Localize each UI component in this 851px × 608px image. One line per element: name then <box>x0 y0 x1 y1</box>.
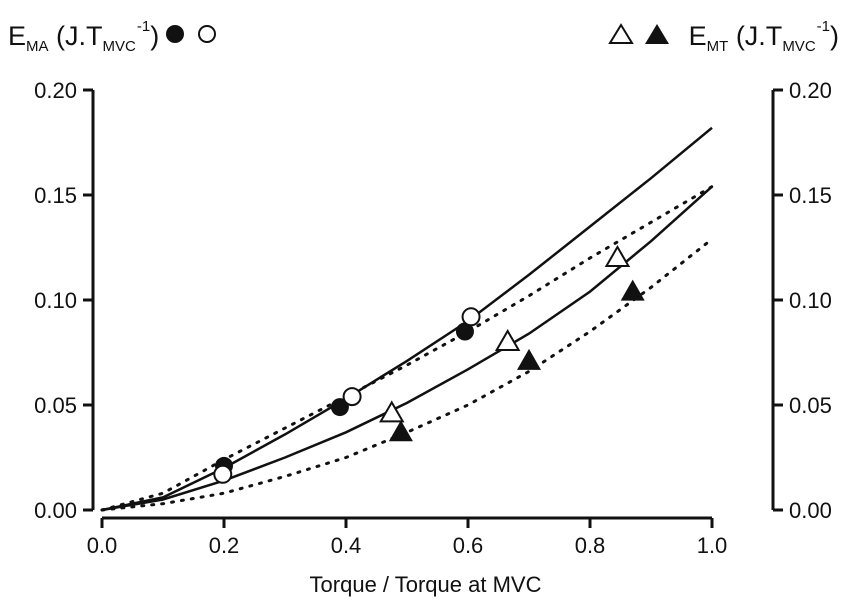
legend-open-triangle-icon <box>607 23 634 44</box>
legend-right-label: EMT (J.TMVC-1) <box>689 18 839 55</box>
fit-curve-dotted <box>100 237 714 512</box>
legend-open-circle-icon <box>198 25 217 43</box>
x-tick-label: 0.2 <box>209 533 240 558</box>
fit-curve-dotted <box>100 185 714 512</box>
y-tick-label-left: 0.00 <box>34 498 77 523</box>
x-axis-title: Torque / Torque at MVC <box>309 572 542 597</box>
legend-left-unit-close: ) <box>150 21 160 51</box>
legend-right-sub: MT <box>706 38 729 55</box>
point-open-triangle <box>604 245 631 267</box>
point-open-triangle <box>379 400 405 423</box>
point-open-circle <box>342 387 362 407</box>
point-open-circle <box>213 464 233 484</box>
x-tick-label: 0.6 <box>453 533 484 558</box>
legend-right-unit-sup: -1 <box>816 18 830 35</box>
legend-right-unit-close: ) <box>830 21 839 51</box>
point-open-circle <box>461 307 481 327</box>
y-tick-label-left: 0.05 <box>34 393 77 418</box>
y-tick-label-right: 0.00 <box>789 498 832 523</box>
point-filled-triangle <box>388 420 413 442</box>
x-tick-label: 0.8 <box>575 533 606 558</box>
y-tick-label-right: 0.05 <box>789 393 832 418</box>
y-tick-label-left: 0.10 <box>34 288 77 313</box>
y-tick-label-left: 0.20 <box>34 78 77 103</box>
y-tick-label-left: 0.15 <box>34 183 77 208</box>
legend-right-unit-sub: MVC <box>782 38 816 55</box>
y-tick-label-right: 0.15 <box>789 183 832 208</box>
point-filled-circle <box>330 398 349 417</box>
point-open-triangle <box>494 329 521 351</box>
legend-filled-circle-icon <box>166 25 185 43</box>
x-tick-label: 0.0 <box>87 533 118 558</box>
x-tick-label: 0.4 <box>331 533 362 558</box>
legend-right-base: E <box>688 21 707 51</box>
y-tick-label-right: 0.20 <box>789 78 832 103</box>
legend-left-unit-sub: MVC <box>102 38 136 55</box>
fit-curve-solid <box>101 126 713 512</box>
legend-left: EMA (J.TMVC-1) <box>8 18 223 55</box>
point-filled-circle <box>455 322 474 341</box>
x-tick-label: 1.0 <box>697 533 728 558</box>
legend-left-base: E <box>8 21 27 51</box>
legend-left-label: EMA (J.TMVC-1) <box>8 18 159 55</box>
legend-right-unit: (J.T <box>735 21 783 51</box>
y-tick-label-right: 0.10 <box>789 288 832 313</box>
point-filled-triangle <box>517 348 541 370</box>
legend-left-unit: (J.T <box>56 21 103 51</box>
legend-filled-triangle-icon <box>644 24 669 44</box>
point-filled-triangle <box>620 279 645 301</box>
fit-curve-solid <box>101 185 713 512</box>
legend-right: EMT (J.TMVC-1) <box>603 18 839 55</box>
legend-left-unit-sup: -1 <box>136 18 151 35</box>
legend-left-sub: MA <box>26 38 49 55</box>
